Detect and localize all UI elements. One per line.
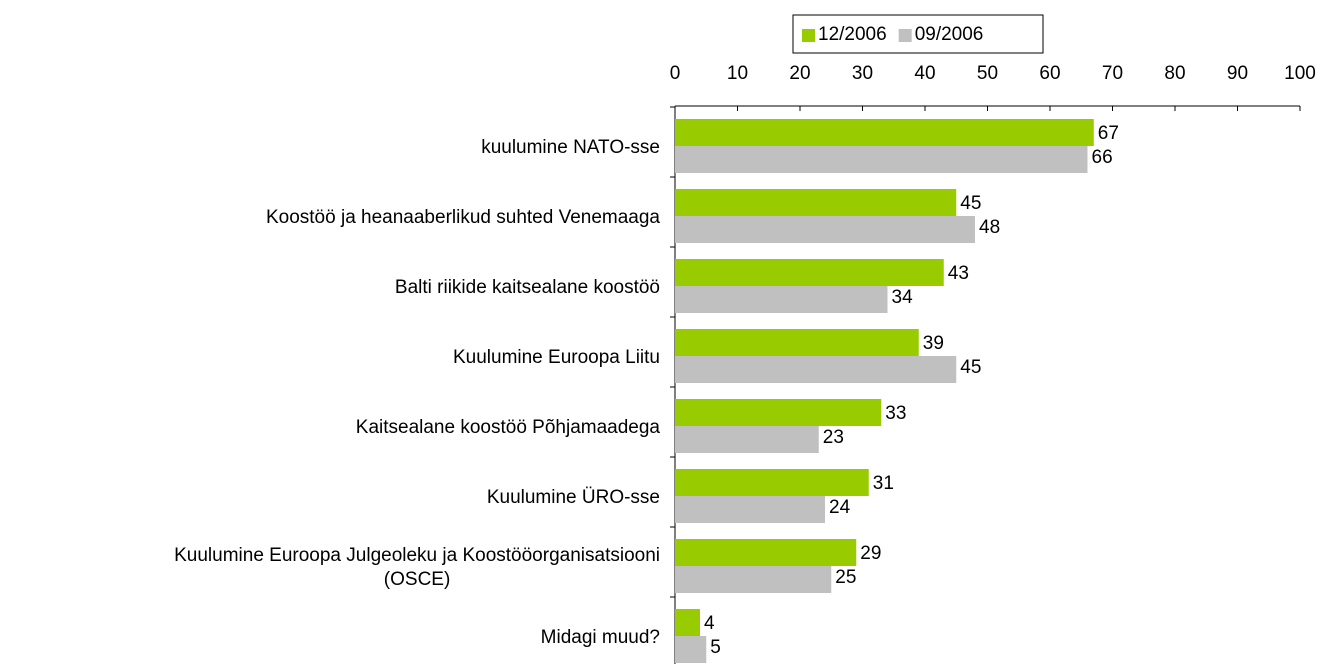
x-tick-label: 0 xyxy=(670,63,681,84)
x-tick-label: 10 xyxy=(727,63,748,84)
legend-swatch xyxy=(802,29,815,42)
value-label: 67 xyxy=(1098,123,1119,144)
bar xyxy=(675,119,1094,146)
legend-box xyxy=(792,14,1044,54)
category-label: kuulumine NATO-sse xyxy=(481,137,660,158)
category-label: Kuulumine ÜRO-sse xyxy=(486,487,660,508)
value-label: 29 xyxy=(860,543,881,564)
bar xyxy=(675,189,957,216)
bar xyxy=(675,399,882,426)
value-label: 34 xyxy=(892,287,914,308)
value-label: 66 xyxy=(1092,147,1113,168)
bar xyxy=(675,469,869,496)
bar xyxy=(675,216,975,243)
legend-label: 12/2006 xyxy=(818,24,887,45)
bar xyxy=(675,426,819,453)
x-tick-label: 50 xyxy=(977,63,998,84)
bar xyxy=(675,609,700,636)
value-label: 25 xyxy=(835,567,856,588)
x-tick-label: 70 xyxy=(1102,63,1123,84)
category-label: Koostöö ja heanaaberlikud suhted Venemaa… xyxy=(265,207,660,228)
value-label: 45 xyxy=(960,193,981,214)
bar xyxy=(675,566,832,593)
value-label: 43 xyxy=(948,263,969,284)
legend-swatch xyxy=(898,29,912,42)
x-tick-label: 40 xyxy=(914,63,935,84)
value-label: 48 xyxy=(979,217,1000,238)
bar xyxy=(675,539,857,566)
bar xyxy=(675,146,1088,173)
bar xyxy=(675,636,707,663)
bar xyxy=(675,496,825,523)
x-tick-label: 100 xyxy=(1284,63,1316,84)
x-tick-label: 90 xyxy=(1227,63,1248,84)
value-label: 33 xyxy=(885,403,906,424)
x-tick-label: 60 xyxy=(1039,63,1060,84)
category-label: Balti riikide kaitsealane koostöö xyxy=(394,277,660,298)
x-tick-label: 80 xyxy=(1164,63,1185,84)
value-label: 24 xyxy=(829,497,851,518)
value-label: 31 xyxy=(873,473,894,494)
bar xyxy=(675,286,888,313)
value-label: 39 xyxy=(923,333,944,354)
x-tick-label: 30 xyxy=(852,63,873,84)
value-label: 4 xyxy=(704,613,715,634)
category-label: Midagi muud? xyxy=(540,627,660,648)
category-label: Kuulumine Euroopa Julgeoleku ja Koostööo… xyxy=(174,545,660,590)
value-label: 5 xyxy=(710,637,721,658)
bar xyxy=(675,259,944,286)
bar xyxy=(675,329,919,356)
bar xyxy=(675,356,957,383)
value-label: 45 xyxy=(960,357,981,378)
category-label: Kaitsealane koostöö Põhjamaadega xyxy=(355,417,660,438)
legend-label: 09/2006 xyxy=(915,24,984,45)
value-label: 23 xyxy=(823,427,844,448)
category-label: Kuulumine Euroopa Liitu xyxy=(452,347,660,368)
x-tick-label: 20 xyxy=(789,63,810,84)
